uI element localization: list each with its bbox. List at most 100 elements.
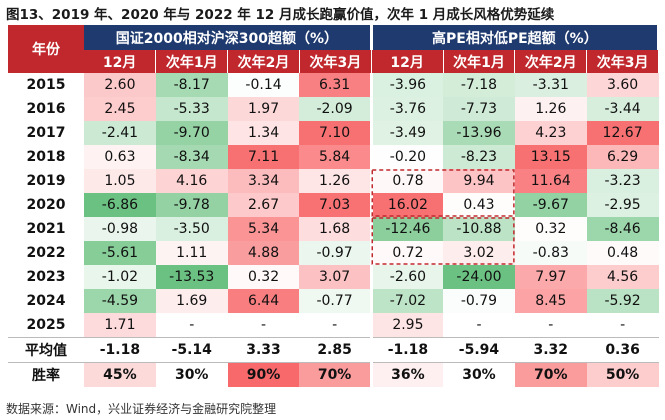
column-header: 次年2月 [514,50,588,73]
table-cell: -8.17 [155,73,228,97]
table-cell: 2.60 [84,73,156,97]
table-cell: 6.31 [299,73,373,97]
column-header: 12月 [371,50,444,73]
table-cell: 3.07 [299,265,373,289]
table-cell: 2.67 [227,193,300,217]
table-cell: -5.92 [586,289,659,313]
table-row: 2024 -4.59 1.69 6.44 -0.77 -7.02 -0.79 8.45 -5.9… [8,289,659,313]
table-cell: -1.18 [371,337,444,363]
table-cell: 70% [299,362,373,387]
row-label: 2015 [26,77,66,93]
table-cell: 1.69 [155,289,228,313]
row-label: 2023 [26,269,66,285]
row-label: 2020 [26,197,66,213]
table-cell: 0.48 [586,241,659,265]
table-cell: 6.29 [586,145,659,169]
table-cell: -3.31 [514,73,587,97]
table-cell: 8.45 [514,289,587,313]
table-cell: 0.43 [443,193,515,217]
table-cell: 0.78 [371,169,444,193]
column-header: 次年1月 [155,50,229,73]
table-cell: -0.77 [299,289,373,313]
table-cell: - [548,317,554,333]
table-cell: -13.96 [443,121,515,145]
table-row: 2025 1.71- - -2.95- - - [8,313,659,338]
table-cell: 2.45 [84,97,156,121]
row-label: 2018 [26,149,66,165]
table-cell: 4.23 [514,121,587,145]
table-cell: 1.26 [299,169,373,193]
row-label: 2017 [26,125,66,141]
table-cell: - [261,317,267,333]
row-label: 2016 [26,101,66,117]
table-cell: - [620,317,626,333]
group-header: 国证2000相对沪深300超额（%） [84,25,373,50]
table-row: 2022 -5.61 1.11 4.88 -0.97 0.72 3.02 -0.83 0.48 [8,241,659,265]
table-cell: -0.98 [84,217,156,241]
table-cell: -2.95 [586,193,659,217]
table-cell: -8.34 [155,145,228,169]
column-header: 次年3月 [299,50,372,73]
table-cell: 4.88 [227,241,300,265]
table-cell: 3.34 [227,169,300,193]
table-cell: 0.63 [84,145,156,169]
table-cell: -5.33 [155,97,228,121]
table-cell: -7.18 [443,73,515,97]
table-cell: 1.26 [514,97,587,121]
table-cell: 16.02 [371,193,444,217]
table-cell: 36% [371,362,444,387]
table-cell: -9.78 [155,193,228,217]
table-cell: -3.96 [371,73,444,97]
table-row: 2021 -0.98 -3.50 5.34 1.68 -12.46 -10.88 0.32 -8… [8,217,659,241]
table-cell: -2.60 [371,265,444,289]
table-cell: 90% [227,362,300,387]
table-cell: 1.97 [227,97,300,121]
table-row: 2023 -1.02 -13.53 0.32 3.07 -2.60 -24.00 7.97 4.… [8,265,659,289]
table-cell: -0.83 [514,241,587,265]
table-cell: 0.32 [227,265,300,289]
table-cell: 7.97 [514,265,587,289]
table-cell: 3.32 [514,337,587,363]
table-cell: -1.18 [84,337,156,363]
table-cell: 50% [586,362,659,387]
table-row: 2018 0.63 -8.34 7.11 5.84 -0.20 -8.23 13.15 6.29 [8,145,659,169]
table-cell: -0.14 [227,73,300,97]
table-cell: -5.94 [443,337,515,363]
row-label: 2025 [26,317,66,333]
table-cell: 5.34 [227,217,300,241]
table-cell: 1.68 [299,217,373,241]
table-row: 2015 2.60 -8.17 -0.14 6.31 -3.96 -7.18 -3.31 3.6… [8,73,659,97]
table-cell: 13.15 [514,145,587,169]
table-cell: -0.79 [443,289,515,313]
table-cell: 3.60 [586,73,659,97]
table-cell: 70% [514,362,587,387]
table-cell: 30% [155,362,228,387]
table-cell: 7.10 [299,121,373,145]
row-label: 平均值 [8,337,84,363]
row-label: 2022 [26,245,66,261]
table-cell: -7.73 [443,97,515,121]
table-cell: 3.33 [227,337,300,363]
table-row: 平均值 -1.18 -5.14 3.33 2.85 -1.18 -5.94 3.32 0.36 [8,337,659,363]
table-cell: 30% [443,362,515,387]
table-cell: - [189,317,195,333]
column-header: 12月 [84,50,157,73]
table-cell: 3.02 [443,241,515,265]
table-cell: -6.86 [84,193,156,217]
table-cell: 1.05 [84,169,156,193]
table-cell: -3.44 [586,97,659,121]
table-cell: - [476,317,482,333]
table-cell: 45% [84,362,156,387]
table-cell: 0.32 [514,217,587,241]
table-cell: - [299,313,373,338]
source-note: 数据来源：Wind，兴业证券经济与金融研究院整理 [6,402,277,416]
table-cell: 2.85 [299,337,373,363]
table-cell: -2.41 [84,121,156,145]
table-cell: 12.67 [586,121,659,145]
column-header: 次年1月 [443,50,516,73]
table-cell: 4.56 [586,265,659,289]
column-header: 次年3月 [586,50,659,73]
table-cell: 6.44 [227,289,300,313]
corner-header: 年份 [8,25,84,73]
table-cell: -0.20 [371,145,444,169]
